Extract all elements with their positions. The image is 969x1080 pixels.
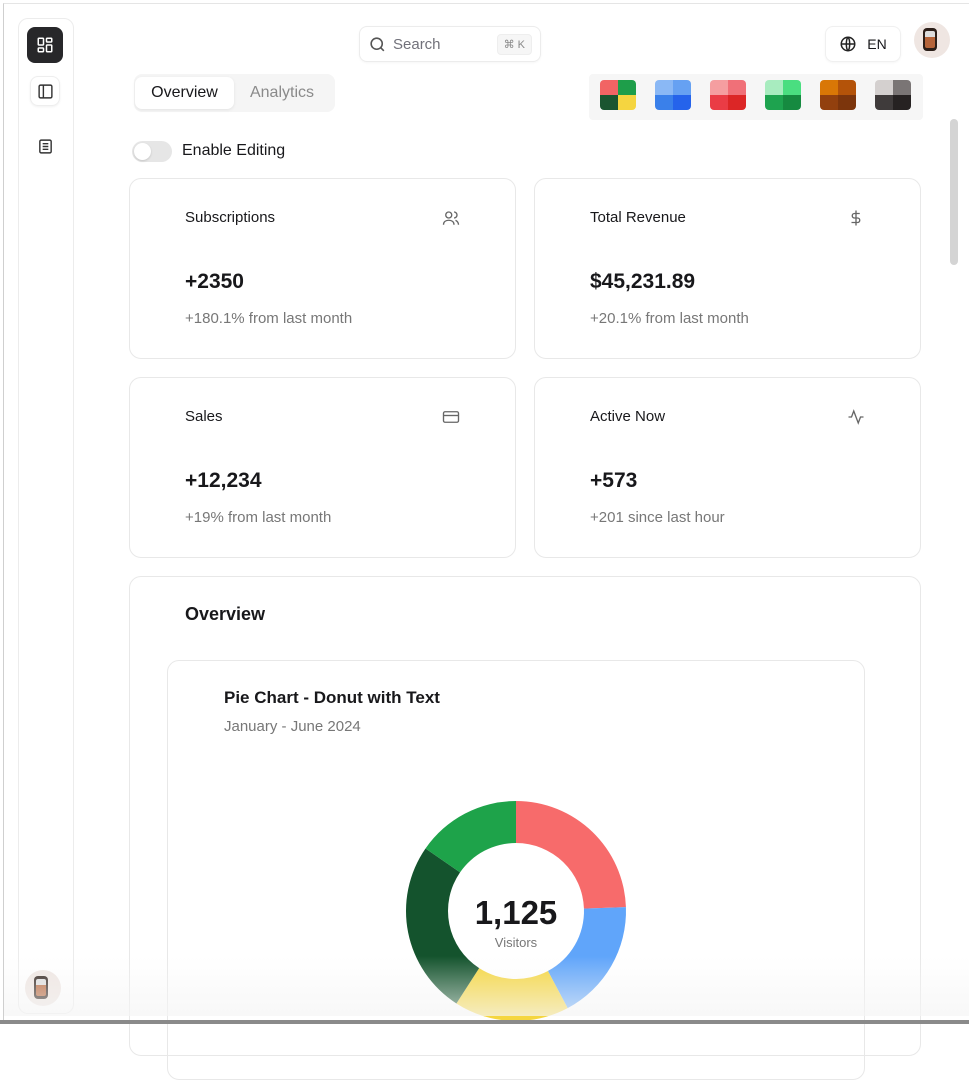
scrollbar[interactable] [950, 119, 958, 265]
search-input[interactable]: Search ⌘ K [359, 26, 541, 62]
chart-title: Pie Chart - Donut with Text [224, 688, 440, 708]
credit-card-icon [442, 408, 460, 426]
center-label: Visitors [495, 935, 538, 950]
search-icon [368, 35, 387, 54]
sidebar [18, 18, 74, 1014]
tab-overview[interactable]: Overview [135, 77, 234, 109]
bottom-fade [4, 956, 969, 1016]
sidebar-item-documents[interactable] [30, 131, 60, 161]
overview-title: Overview [185, 604, 265, 625]
card-subtext: +201 since last hour [590, 509, 725, 526]
donut-chart-card: Pie Chart - Donut with Text January - Ju… [167, 660, 865, 1080]
dashboard-icon [36, 36, 54, 54]
card-value: +12,234 [185, 469, 262, 493]
search-shortcut: ⌘ K [497, 34, 532, 55]
app-window: Search ⌘ K EN Overview Analytics Enable … [3, 3, 969, 1020]
donut-slice-0[interactable] [516, 801, 626, 909]
card-title: Sales [185, 408, 223, 425]
language-button[interactable]: EN [825, 26, 901, 62]
card-subtext: +180.1% from last month [185, 310, 352, 327]
sidebar-item-dashboard[interactable] [27, 27, 63, 63]
theme-swatch-blue[interactable] [655, 80, 691, 110]
center-value: 1,125 [475, 894, 558, 931]
enable-editing-label: Enable Editing [182, 142, 285, 160]
enable-editing-toggle[interactable] [132, 141, 172, 162]
search-placeholder: Search [393, 36, 441, 53]
chart-subtitle: January - June 2024 [224, 718, 361, 735]
language-label: EN [867, 36, 886, 52]
theme-swatch-orange[interactable] [820, 80, 856, 110]
stat-card-active: Active Now +573 +201 since last hour [534, 377, 921, 558]
card-title: Active Now [590, 408, 665, 425]
theme-swatch-green[interactable] [765, 80, 801, 110]
document-list-icon [37, 138, 54, 155]
card-subtext: +19% from last month [185, 509, 331, 526]
tab-analytics[interactable]: Analytics [237, 77, 327, 109]
activity-icon [847, 408, 865, 426]
theme-swatch-red[interactable] [710, 80, 746, 110]
theme-swatch-neutral[interactable] [875, 80, 911, 110]
globe-icon [839, 35, 857, 53]
card-value: +573 [590, 469, 637, 493]
card-title: Subscriptions [185, 209, 275, 226]
theme-swatches [589, 74, 923, 120]
view-tabs: Overview Analytics [134, 74, 335, 112]
card-title: Total Revenue [590, 209, 686, 226]
stat-card-sales: Sales +12,234 +19% from last month [129, 377, 516, 558]
window-bottom-edge [0, 1020, 969, 1024]
card-value: $45,231.89 [590, 270, 695, 294]
stat-card-revenue: Total Revenue $45,231.89 +20.1% from las… [534, 178, 921, 359]
panel-left-icon [37, 83, 54, 100]
theme-swatch-multicolor[interactable] [600, 80, 636, 110]
user-avatar[interactable] [914, 22, 950, 58]
users-icon [442, 209, 460, 227]
card-subtext: +20.1% from last month [590, 310, 749, 327]
stat-card-subscriptions: Subscriptions +2350 +180.1% from last mo… [129, 178, 516, 359]
card-value: +2350 [185, 270, 244, 294]
dollar-icon [847, 209, 865, 227]
sidebar-item-panel[interactable] [30, 76, 60, 106]
